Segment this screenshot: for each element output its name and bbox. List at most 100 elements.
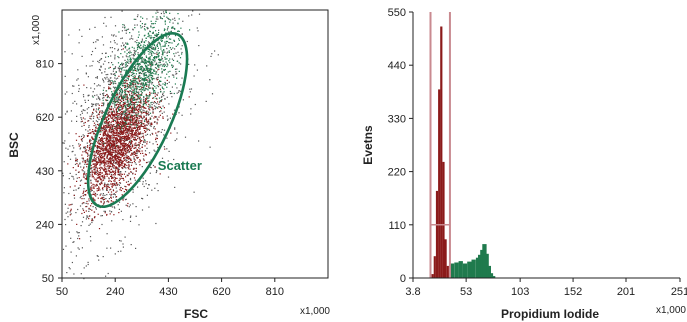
scatter-point [127, 118, 129, 120]
scatter-point [145, 55, 147, 57]
scatter-point [124, 120, 126, 123]
scatter-point [117, 161, 119, 163]
scatter-point [113, 159, 115, 162]
scatter-point [146, 133, 149, 135]
scatter-point [127, 145, 129, 148]
scatter-point [144, 150, 147, 152]
scatter-point [171, 64, 173, 66]
scatter-gate-ellipse[interactable] [68, 21, 206, 220]
scatter-point [121, 69, 123, 71]
scatter-point [98, 175, 100, 177]
scatter-point [110, 144, 112, 146]
scatter-point [107, 149, 109, 151]
scatter-point [114, 100, 116, 102]
scatter-point [136, 134, 138, 136]
scatter-point [128, 138, 130, 140]
scatter-point [98, 172, 100, 174]
scatter-point [139, 104, 141, 107]
scatter-point [85, 189, 88, 192]
scatter-point [138, 34, 140, 36]
scatter-point [117, 135, 119, 137]
scatter-point [107, 186, 109, 188]
scatter-point [189, 91, 191, 93]
scatter-point [121, 88, 123, 90]
scatter-point [155, 30, 157, 32]
scatter-point [83, 167, 85, 169]
scatter-point [164, 21, 166, 23]
scatter-point [112, 165, 114, 167]
scatter-point [161, 157, 164, 159]
scatter-point [115, 100, 117, 102]
scatter-point [87, 158, 89, 160]
scatter-point [156, 16, 158, 18]
scatter-point [128, 71, 130, 73]
scatter-point [116, 114, 118, 116]
scatter-point [97, 140, 99, 142]
scatter-point [127, 65, 129, 67]
scatter-point [144, 131, 146, 133]
scatter-point [125, 160, 127, 162]
scatter-point [103, 165, 105, 167]
scatter-point [80, 121, 82, 123]
scatter-point [135, 115, 137, 117]
scatter-point [162, 60, 164, 62]
scatter-point [108, 130, 110, 132]
scatter-point [142, 45, 144, 47]
scatter-point [178, 39, 180, 41]
scatter-point [103, 87, 105, 89]
scatter-point [103, 185, 105, 187]
scatter-point [150, 61, 153, 63]
scatter-point [123, 173, 125, 175]
scatter-point [83, 136, 85, 138]
scatter-point [107, 103, 109, 106]
scatter-point [145, 94, 147, 97]
histogram-y-tick-label: 220 [388, 167, 406, 179]
scatter-point [132, 69, 135, 71]
scatter-point [135, 73, 137, 75]
scatter-point [114, 144, 116, 146]
scatter-point [129, 38, 131, 40]
scatter-point [152, 143, 154, 145]
scatter-point [127, 202, 129, 205]
scatter-point [73, 197, 76, 199]
scatter-point [120, 64, 122, 66]
scatter-point [99, 184, 101, 186]
scatter-point [151, 132, 153, 134]
scatter-point [133, 112, 135, 114]
scatter-point [129, 99, 132, 101]
scatter-point [165, 35, 167, 37]
scatter-point [111, 153, 113, 155]
scatter-point [130, 142, 132, 144]
scatter-point [143, 75, 145, 77]
histogram-bar [449, 263, 455, 278]
scatter-point [93, 193, 95, 195]
scatter-point [159, 61, 161, 63]
scatter-point [114, 81, 116, 83]
scatter-point [107, 135, 109, 137]
scatter-point [136, 99, 138, 101]
scatter-point [109, 180, 111, 182]
scatter-point [105, 147, 107, 149]
scatter-point [136, 87, 138, 90]
scatter-point [121, 126, 123, 128]
scatter-point [81, 139, 83, 141]
scatter-point [127, 168, 130, 170]
scatter-point [137, 53, 139, 56]
scatter-point [136, 85, 138, 87]
scatter-point [149, 47, 151, 49]
scatter-point [89, 171, 91, 173]
scatter-point [107, 78, 109, 80]
scatter-point [128, 76, 130, 78]
scatter-point [181, 114, 183, 116]
scatter-point [133, 77, 135, 79]
scatter-point [131, 46, 133, 48]
scatter-point [124, 27, 126, 29]
histogram-gate[interactable] [429, 12, 451, 278]
scatter-point [92, 219, 94, 222]
scatter-point [120, 53, 122, 55]
scatter-point [99, 150, 101, 152]
scatter-point [139, 131, 142, 133]
scatter-point [104, 16, 106, 19]
scatter-point [128, 51, 130, 53]
scatter-point [89, 174, 91, 176]
